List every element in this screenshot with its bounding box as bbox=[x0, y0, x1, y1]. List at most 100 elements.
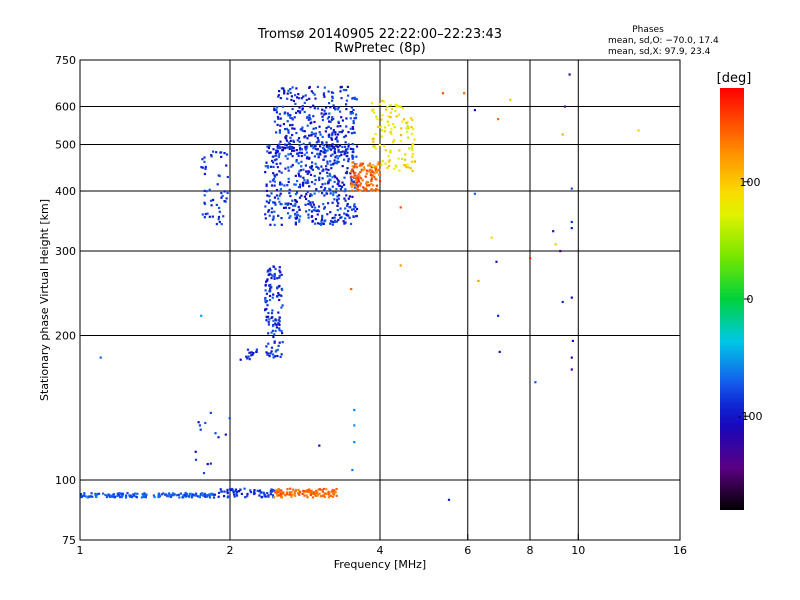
data-point bbox=[335, 494, 338, 497]
data-point bbox=[272, 155, 275, 158]
data-point bbox=[378, 168, 381, 171]
data-point bbox=[326, 160, 329, 163]
data-point bbox=[271, 218, 274, 221]
data-point bbox=[283, 89, 286, 92]
data-point bbox=[266, 166, 270, 169]
data-point bbox=[320, 218, 324, 221]
data-point bbox=[331, 153, 334, 156]
data-point bbox=[226, 175, 229, 179]
data-point bbox=[225, 164, 228, 167]
data-point bbox=[377, 161, 380, 164]
data-point bbox=[498, 350, 501, 353]
data-point bbox=[362, 166, 365, 169]
data-point bbox=[304, 203, 307, 206]
data-point bbox=[277, 292, 280, 295]
data-point bbox=[295, 131, 298, 135]
data-point bbox=[289, 88, 292, 91]
data-point bbox=[205, 494, 208, 497]
data-point bbox=[408, 147, 411, 150]
data-point bbox=[276, 106, 279, 109]
data-point bbox=[568, 73, 571, 76]
data-point bbox=[262, 491, 265, 494]
data-point bbox=[292, 99, 295, 103]
data-point bbox=[328, 492, 331, 495]
data-point bbox=[301, 104, 304, 108]
data-point bbox=[323, 220, 326, 223]
data-point bbox=[299, 175, 302, 178]
data-point bbox=[367, 170, 370, 173]
data-point bbox=[405, 166, 408, 169]
data-point bbox=[311, 144, 314, 147]
data-point bbox=[381, 160, 384, 163]
data-point bbox=[134, 495, 137, 498]
data-point bbox=[194, 458, 198, 461]
data-point bbox=[250, 354, 253, 357]
data-point bbox=[273, 277, 276, 280]
data-point bbox=[265, 183, 268, 186]
data-point bbox=[280, 87, 283, 90]
data-point bbox=[352, 183, 355, 186]
data-point bbox=[317, 210, 321, 213]
data-point bbox=[300, 165, 303, 168]
data-point bbox=[356, 186, 359, 189]
data-point bbox=[334, 191, 338, 194]
data-point bbox=[293, 492, 296, 495]
data-point bbox=[370, 102, 374, 105]
data-point bbox=[267, 311, 270, 315]
y-axis-ticks: 75 100 200 300 400 500 600 750 bbox=[55, 54, 86, 547]
data-point bbox=[289, 91, 292, 94]
data-point bbox=[300, 148, 303, 151]
data-point bbox=[303, 494, 306, 497]
data-point bbox=[329, 160, 332, 163]
data-point bbox=[336, 160, 339, 163]
data-point bbox=[355, 187, 358, 190]
data-point bbox=[283, 184, 286, 187]
data-point bbox=[287, 166, 290, 169]
data-point bbox=[228, 488, 232, 491]
data-point bbox=[265, 307, 268, 311]
data-point bbox=[329, 174, 332, 177]
data-point bbox=[371, 109, 374, 112]
data-point bbox=[292, 204, 295, 207]
data-point bbox=[321, 183, 324, 186]
data-point bbox=[401, 157, 404, 160]
data-point bbox=[398, 169, 401, 172]
data-point bbox=[143, 494, 146, 497]
data-point bbox=[272, 148, 275, 151]
data-point bbox=[570, 368, 573, 371]
data-point bbox=[490, 236, 493, 239]
data-point bbox=[282, 123, 285, 126]
data-point bbox=[303, 110, 306, 114]
data-point bbox=[343, 158, 346, 161]
plot-area bbox=[79, 59, 681, 541]
data-point bbox=[332, 495, 335, 498]
data-point bbox=[305, 494, 308, 497]
data-point bbox=[328, 187, 331, 190]
data-point bbox=[286, 491, 289, 494]
data-point bbox=[331, 95, 334, 98]
data-point bbox=[271, 488, 274, 492]
data-point bbox=[367, 164, 370, 167]
data-point bbox=[323, 86, 326, 89]
data-point bbox=[318, 176, 321, 179]
data-point bbox=[306, 172, 309, 175]
data-point bbox=[339, 188, 342, 191]
data-point bbox=[308, 97, 311, 100]
data-point bbox=[277, 214, 280, 217]
data-point bbox=[361, 179, 364, 182]
data-point bbox=[332, 492, 335, 495]
data-point bbox=[299, 215, 302, 218]
data-point bbox=[334, 213, 337, 217]
data-point bbox=[134, 492, 137, 495]
data-point bbox=[413, 160, 416, 163]
data-point bbox=[314, 494, 317, 497]
data-point bbox=[382, 144, 386, 147]
data-point bbox=[273, 340, 276, 343]
data-point bbox=[273, 196, 276, 199]
data-point bbox=[84, 495, 87, 498]
y-tick-label: 750 bbox=[55, 54, 76, 67]
data-point bbox=[570, 296, 573, 299]
data-point bbox=[336, 200, 339, 203]
data-point bbox=[337, 106, 340, 109]
